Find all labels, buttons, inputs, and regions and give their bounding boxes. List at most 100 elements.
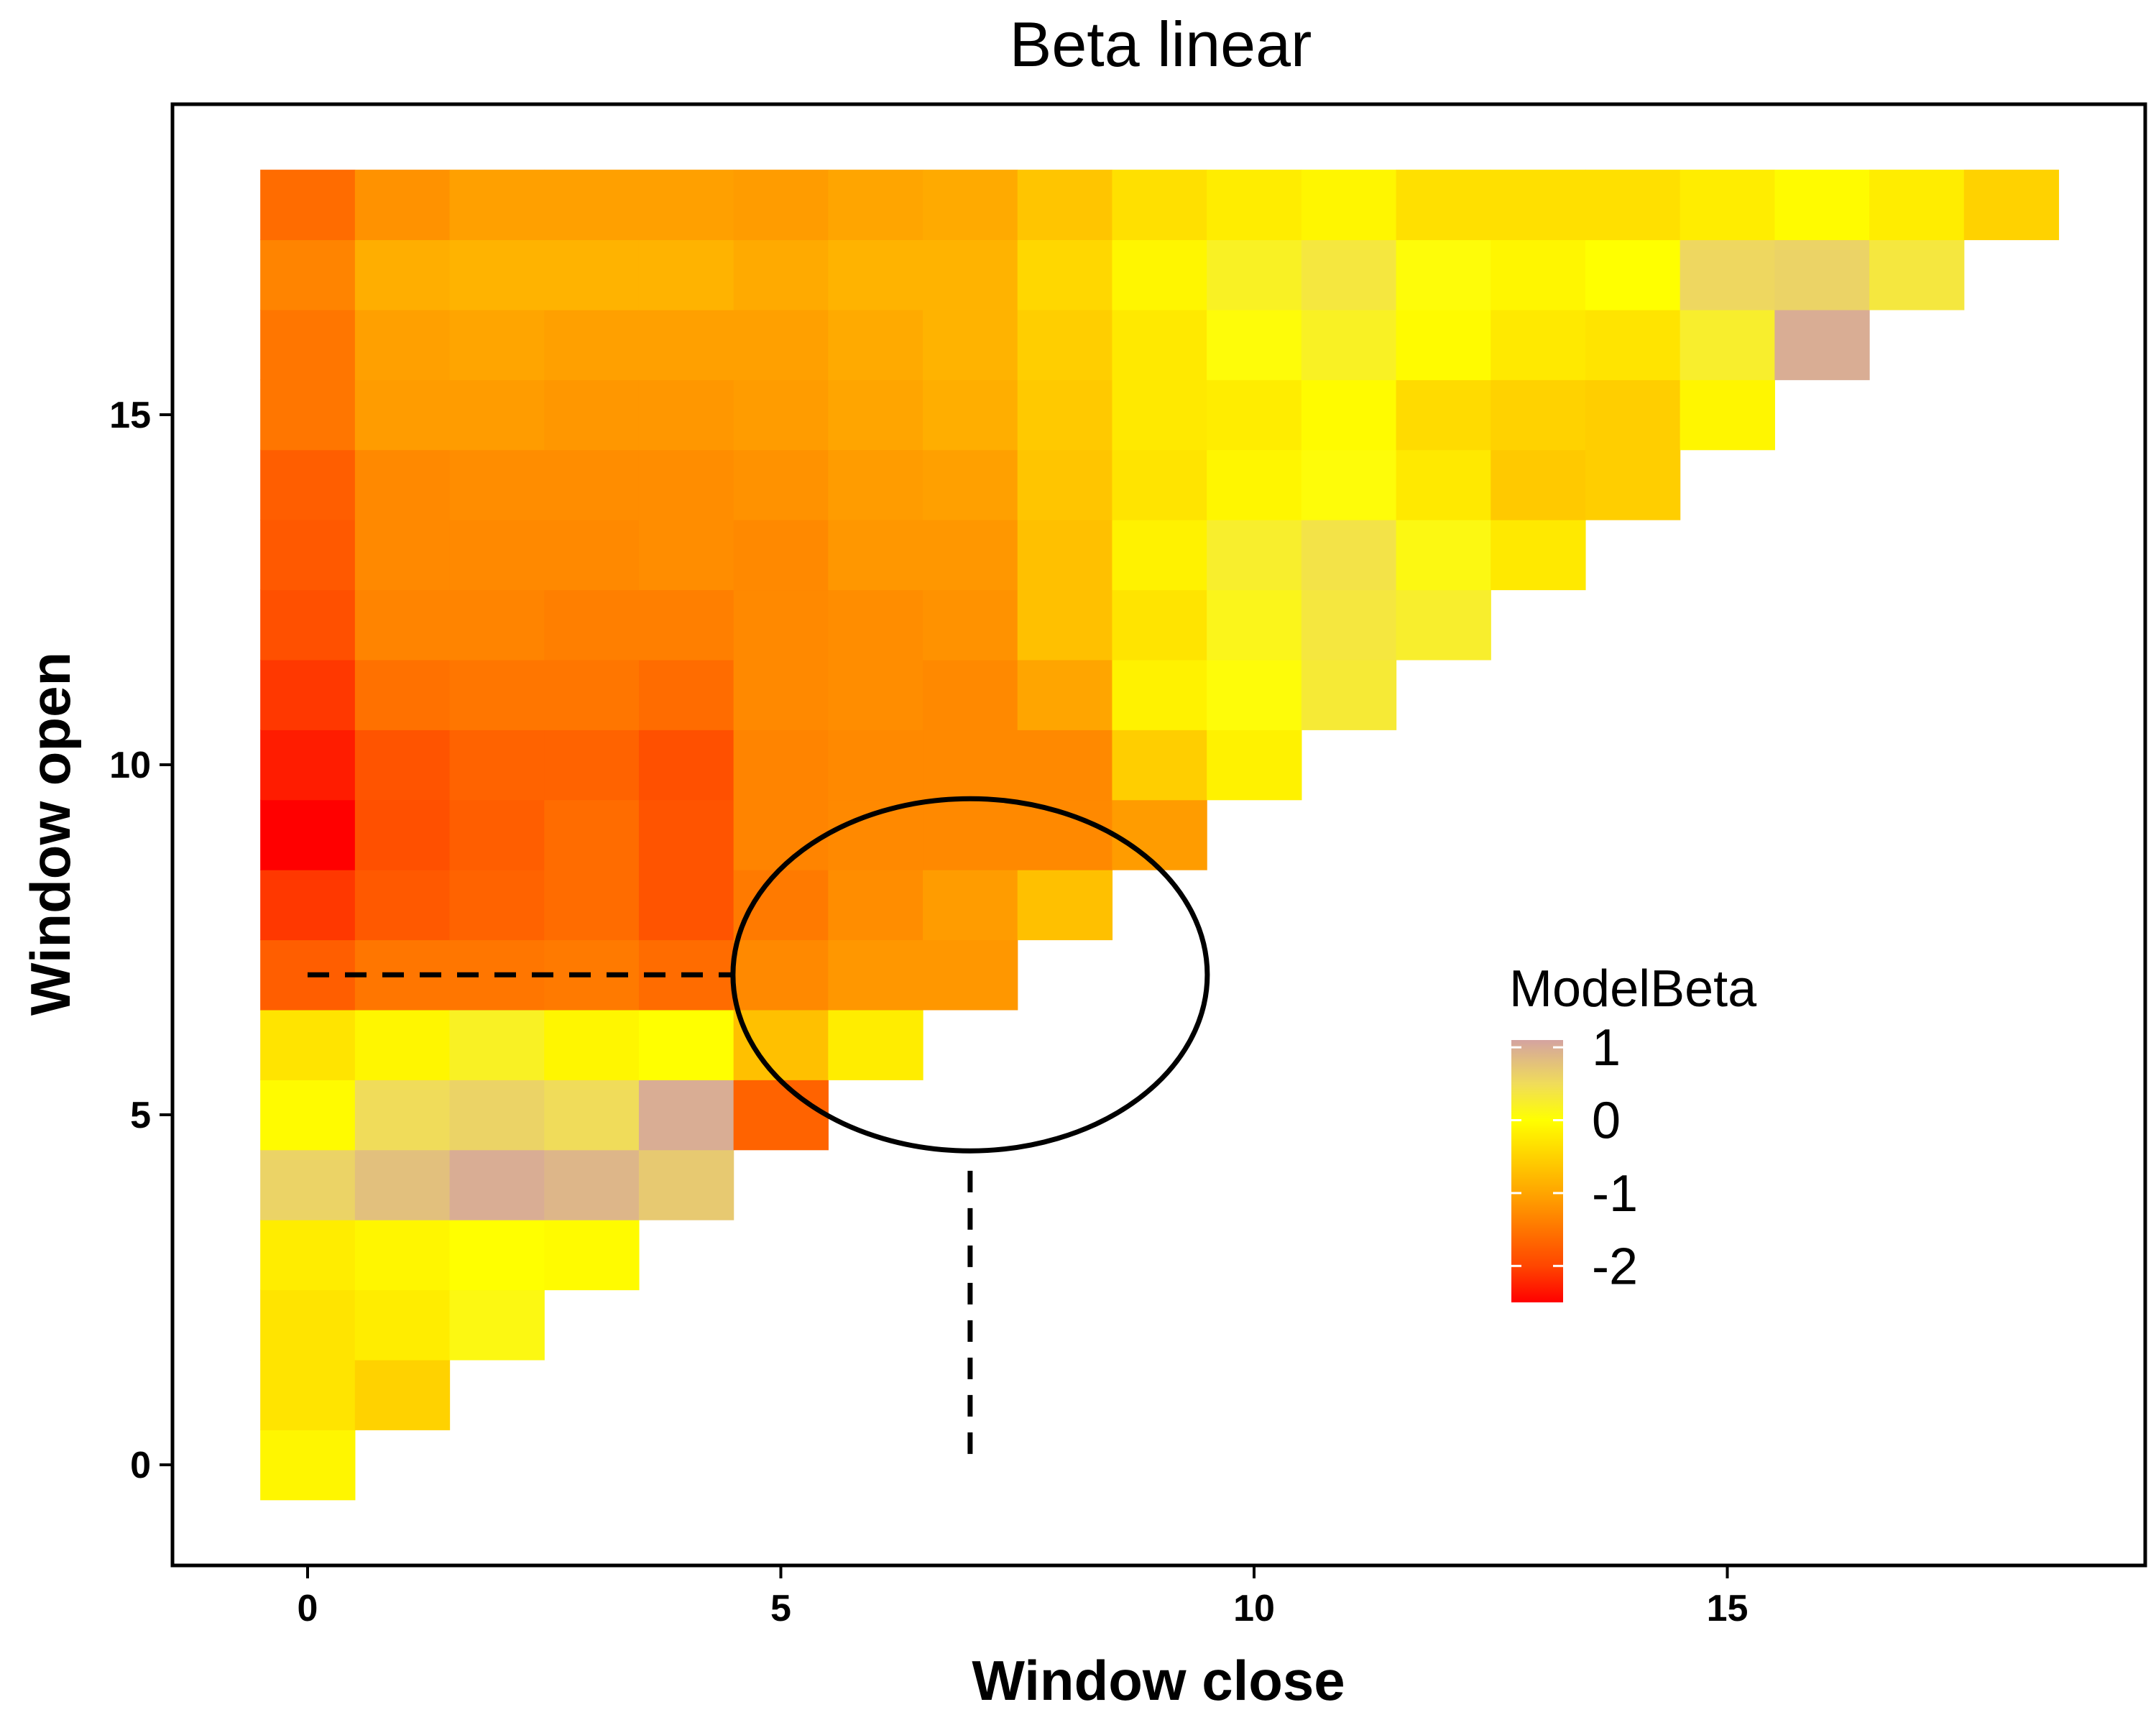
heatmap-tile [1112,239,1207,310]
heatmap-tile [449,1220,545,1291]
heatmap-tile [449,870,545,941]
heatmap-tile [923,520,1018,591]
heatmap-tile [1774,309,1870,380]
x-axis: 0 5 10 15 [298,1565,1748,1629]
heatmap-tile [828,589,923,661]
heatmap-tile [638,1149,734,1220]
y-tick-label: 10 [109,745,151,786]
heatmap-tile [449,1080,545,1151]
heatmap-tile [260,380,356,451]
heatmap-tile [1112,730,1207,801]
y-tick-label: 5 [130,1095,151,1136]
heatmap-tile [923,730,1018,801]
heatmap-tile [1491,520,1586,591]
heatmap-tile [923,239,1018,310]
heatmap-tile [1207,520,1302,591]
heatmap-tile [260,589,356,661]
heatmap-tile [1017,870,1113,941]
heatmap-tile [923,170,1018,241]
heatmap-tile [828,730,923,801]
legend-colorbar [1511,1040,1563,1302]
heatmap-tile [1207,589,1302,661]
heatmap-tile [354,659,451,730]
heatmap-tile [260,449,356,520]
x-tick-label: 5 [770,1588,791,1629]
heatmap-tile [1301,170,1397,241]
heatmap-tile [1017,449,1113,520]
heatmap-tile [1112,659,1207,730]
heatmap-tile [544,449,640,520]
heatmap-tile [923,309,1018,380]
legend-label: 1 [1592,1019,1621,1077]
heatmap-tile [1207,170,1302,241]
heatmap-tile [1301,589,1397,661]
heatmap-tile [354,520,451,591]
heatmap-tile [544,380,640,451]
heatmap-tile [1301,239,1397,310]
heatmap-tile [449,1149,545,1220]
heatmap-tile [260,1430,356,1501]
heatmap-tile [1774,170,1870,241]
heatmap-tile [638,239,734,310]
heatmap-tile [354,449,451,520]
heatmap-tile [354,380,451,451]
y-tick-label: 15 [109,395,151,436]
annotations [308,796,1210,1465]
heatmap-tile [828,799,923,870]
heatmap-tile [449,1289,545,1361]
heatmap-tile [544,520,640,591]
heatmap-tile [1680,239,1775,310]
heatmap-tile [1491,380,1586,451]
heatmap-tile [544,870,640,941]
heatmap-tile [638,449,734,520]
heatmap-tile [733,309,829,380]
heatmap-tile [544,1149,640,1220]
heatmap-tile [733,870,829,941]
heatmap-tile [1491,449,1586,520]
heatmap-tile [449,239,545,310]
heatmap-tile [828,309,923,380]
heatmap-tile [1963,170,2060,241]
heatmap-tile [1396,380,1491,451]
heatmap-tile [1301,309,1397,380]
heatmap-tile [544,239,640,310]
legend-ticks: 1 0 -1 -2 [1511,1019,1638,1295]
heatmap-tile [1207,730,1302,801]
heatmap-tile [1301,520,1397,591]
heatmap-tile [1585,239,1681,310]
heatmap-tile [733,170,829,241]
heatmap-tile [1396,520,1491,591]
heatmap-tile [260,659,356,730]
heatmap-tile [733,1009,829,1080]
heatmap-tile [1207,309,1302,380]
heatmap-tile [1301,659,1397,730]
heatmap-tile [354,1080,451,1151]
heatmap-tile [1017,380,1113,451]
heatmap-tile [449,799,545,870]
heatmap-tile [354,170,451,241]
heatmap-tile [828,870,923,941]
heatmap-tile [354,1359,451,1430]
heatmap-tile [449,520,545,591]
heatmap-tile [1017,309,1113,380]
heatmap-tile [1112,449,1207,520]
heatmap-tile [638,170,734,241]
heatmap-tile [733,520,829,591]
heatmap-tile [1585,170,1681,241]
heatmap-tile [638,659,734,730]
heatmap-tile [544,799,640,870]
heatmap-tile [638,1080,734,1151]
heatmap-tile [1207,659,1302,730]
heatmap-tile [1396,309,1491,380]
heatmap-tile [544,309,640,380]
heatmap-tile [1680,380,1775,451]
heatmap-tile [1207,380,1302,451]
heatmap-tile [354,589,451,661]
heatmap-tile [638,380,734,451]
heatmap-tile [828,239,923,310]
heatmap-tile [1112,589,1207,661]
heatmap-tile [1869,170,1965,241]
heatmap-tile [828,170,923,241]
heatmap-tile [260,1220,356,1291]
heatmap-tile [1017,659,1113,730]
